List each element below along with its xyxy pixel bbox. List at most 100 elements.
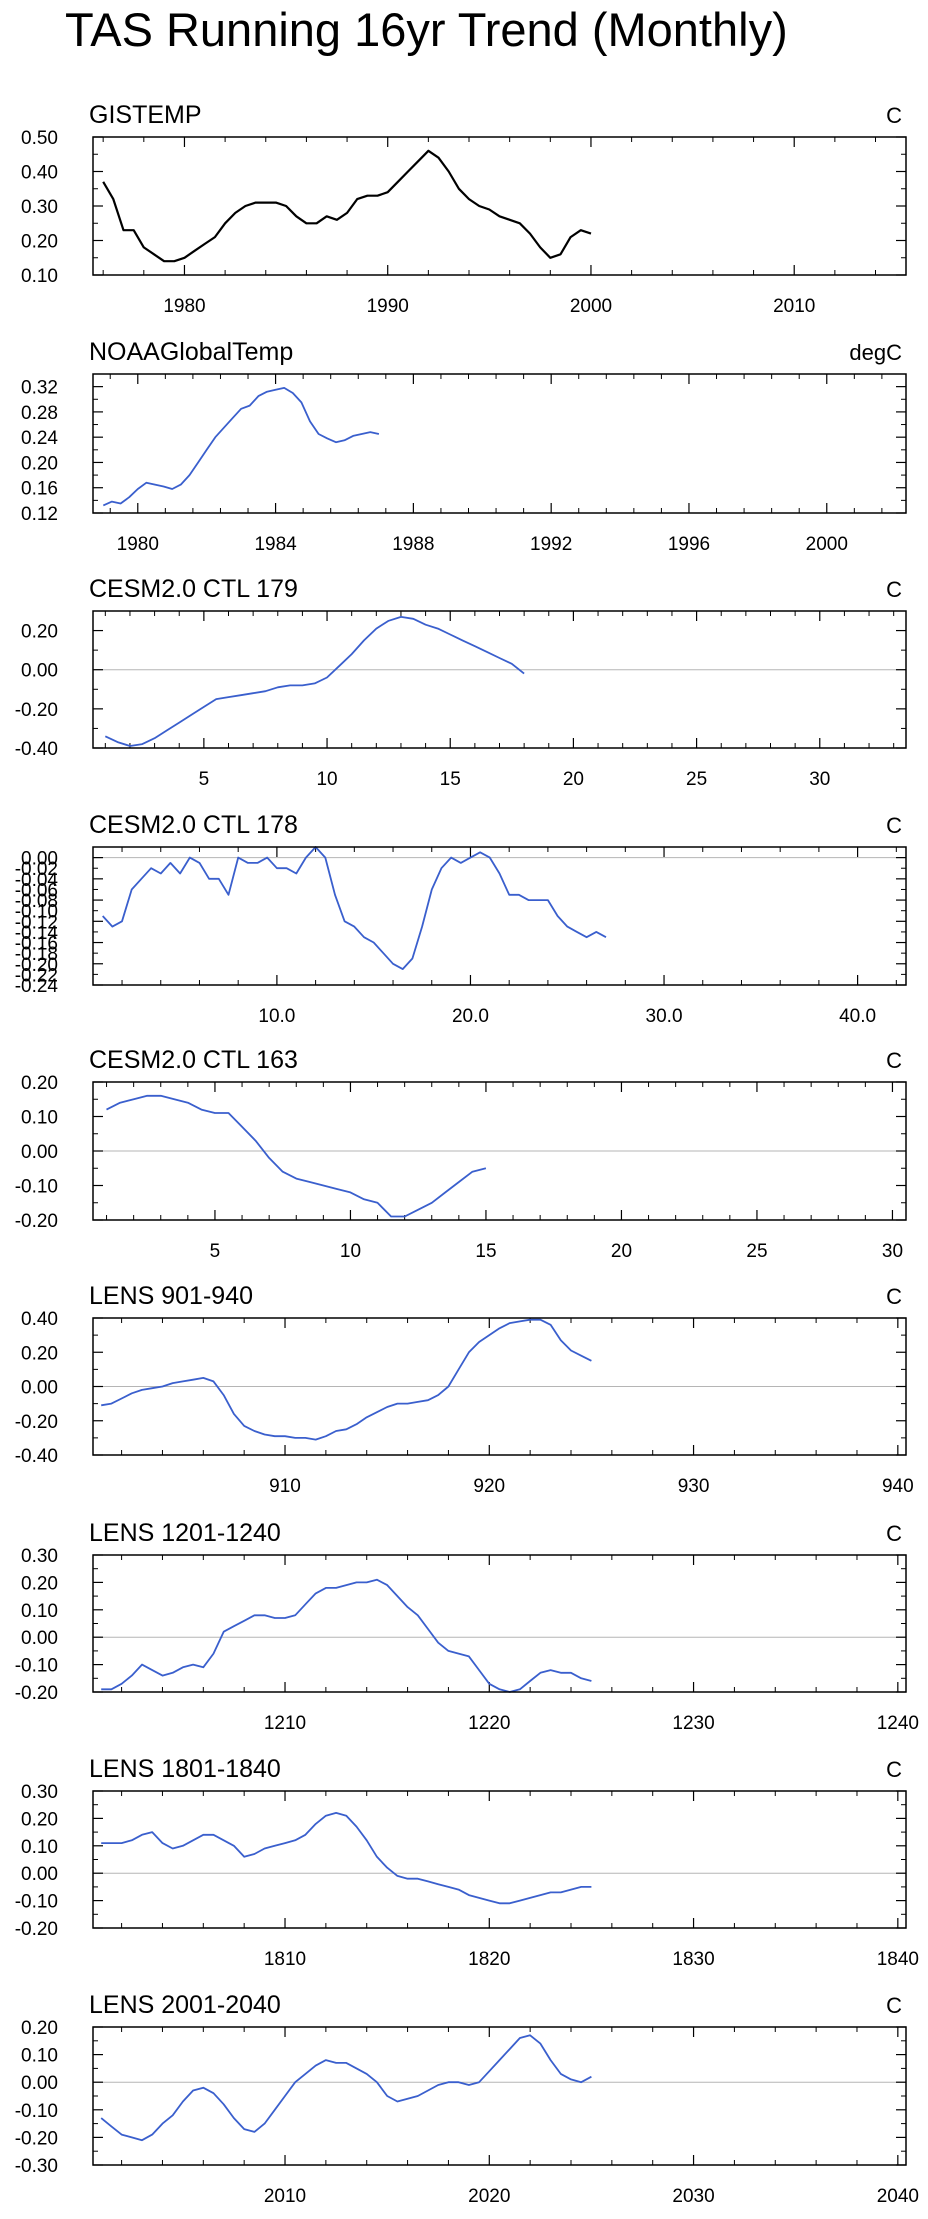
plot-frame bbox=[92, 846, 907, 986]
plot-frame bbox=[92, 1790, 907, 1929]
y-tick-label: 0.12 bbox=[21, 504, 58, 525]
x-tick-label: 940 bbox=[882, 1476, 914, 1497]
y-tick-label: -0.40 bbox=[15, 739, 58, 760]
x-tick-label: 1980 bbox=[163, 296, 205, 317]
y-tick-label: -0.40 bbox=[15, 1446, 58, 1467]
series-line bbox=[101, 1318, 592, 1441]
units-label: C bbox=[886, 1521, 902, 1546]
units-label: C bbox=[886, 577, 902, 602]
y-tick-label: 0.50 bbox=[21, 128, 58, 149]
x-tick-label: 1984 bbox=[254, 534, 297, 555]
series-line bbox=[101, 1812, 592, 1905]
units-label: C bbox=[886, 1048, 902, 1073]
plot-frame bbox=[92, 136, 907, 276]
y-tick-label: 0.20 bbox=[21, 1809, 58, 1830]
y-tick-label: -0.22 bbox=[15, 965, 58, 986]
x-tick-label: 1210 bbox=[264, 1713, 306, 1734]
y-tick-label: 0.20 bbox=[21, 622, 58, 643]
chart-panel-2: NOAAGlobalTemp degC 1980 1984 1988 1992 1996 20… bbox=[21, 338, 907, 555]
x-tick-label: 25 bbox=[746, 1241, 767, 1262]
y-tick-label: -0.08 bbox=[15, 891, 58, 912]
plot-frame bbox=[92, 1081, 907, 1221]
x-tick-label: 2000 bbox=[570, 296, 612, 317]
panel-title: CESM2.0 CTL 178 bbox=[89, 811, 298, 839]
series-line bbox=[102, 846, 607, 970]
x-tick-label: 2000 bbox=[806, 534, 848, 555]
series-line bbox=[101, 1578, 592, 1693]
panel-title: CESM2.0 CTL 179 bbox=[89, 575, 298, 603]
y-tick-label: -0.20 bbox=[15, 1683, 58, 1704]
y-tick-label: 0.00 bbox=[21, 661, 58, 682]
x-tick-label: 2020 bbox=[468, 2186, 510, 2207]
x-tick-label: 40.0 bbox=[839, 1006, 876, 1027]
y-tick-label: -0.10 bbox=[15, 902, 58, 923]
x-tick-label: 920 bbox=[473, 1476, 505, 1497]
x-tick-label: 15 bbox=[440, 769, 461, 790]
y-tick-label: 0.24 bbox=[21, 428, 58, 449]
y-tick-label: -0.10 bbox=[15, 2101, 58, 2122]
y-tick-label: 0.40 bbox=[21, 163, 58, 184]
chart-panel-3: CESM2.0 CTL 179 C 5 10 15 20 25 30 -0.40 -0.20 0.0… bbox=[15, 575, 907, 790]
y-tick-label: -0.10 bbox=[15, 1656, 58, 1677]
x-tick-label: 5 bbox=[199, 769, 210, 790]
panel-title: NOAAGlobalTemp bbox=[89, 338, 293, 366]
units-label: C bbox=[886, 813, 902, 838]
chart-panel-6: LENS 901-940 C 910 920 930 940 -0.40 -0.20 0.00 0… bbox=[15, 1282, 914, 1497]
chart-panel-1: GISTEMP C 1980 1990 2000 2010 0.10 0.20 0.30 0.40… bbox=[21, 101, 907, 317]
panel-title: LENS 1801-1840 bbox=[89, 1755, 281, 1783]
y-tick-label: 0.00 bbox=[21, 1378, 58, 1399]
y-tick-label: -0.20 bbox=[15, 1919, 58, 1940]
y-tick-label: 0.20 bbox=[21, 1343, 58, 1364]
y-tick-label: 0.00 bbox=[21, 1864, 58, 1885]
y-tick-label: 0.30 bbox=[21, 1782, 58, 1803]
y-tick-label: -0.20 bbox=[15, 700, 58, 721]
series-line bbox=[100, 2034, 592, 2142]
x-tick-label: 20 bbox=[563, 769, 584, 790]
x-tick-label: 1810 bbox=[264, 1949, 306, 1970]
y-tick-label: -0.20 bbox=[15, 955, 58, 976]
y-tick-label: 0.28 bbox=[21, 403, 58, 424]
y-tick-label: 0.10 bbox=[21, 2046, 58, 2067]
x-tick-label: 1992 bbox=[530, 534, 572, 555]
y-tick-label: -0.02 bbox=[15, 859, 58, 880]
series-line bbox=[104, 616, 525, 747]
series-line bbox=[102, 149, 592, 263]
x-tick-label: 1990 bbox=[367, 296, 409, 317]
units-label: C bbox=[886, 1757, 902, 1782]
x-tick-label: 30.0 bbox=[646, 1006, 683, 1027]
x-tick-label: 20.0 bbox=[452, 1006, 489, 1027]
units-label: C bbox=[886, 1284, 902, 1309]
x-tick-label: 1996 bbox=[668, 534, 710, 555]
y-tick-label: -0.06 bbox=[15, 880, 58, 901]
chart-panel-9: LENS 2001-2040 C 2010 2020 2030 2040 -0.30 -0.2… bbox=[15, 1991, 919, 2207]
chart-panel-4: CESM2.0 CTL 178 C10.0 20.0 30.0 40.0-0.24-0.… bbox=[15, 811, 907, 1027]
x-tick-label: 1840 bbox=[877, 1949, 919, 1970]
x-tick-label: 1820 bbox=[468, 1949, 510, 1970]
y-tick-label: 0.00 bbox=[21, 1142, 58, 1163]
y-tick-label: -0.04 bbox=[15, 870, 59, 891]
y-tick-label: 0.00 bbox=[21, 2073, 58, 2094]
y-tick-label: 0.20 bbox=[21, 453, 58, 474]
y-tick-label: -0.20 bbox=[15, 2128, 58, 2149]
units-label: C bbox=[886, 1993, 902, 2018]
plot-frame bbox=[92, 1317, 907, 1456]
x-tick-label: 2030 bbox=[672, 2186, 714, 2207]
x-tick-label: 25 bbox=[686, 769, 707, 790]
y-tick-label: -0.20 bbox=[15, 1211, 58, 1232]
x-tick-label: 2040 bbox=[877, 2186, 919, 2207]
x-tick-label: 930 bbox=[678, 1476, 710, 1497]
x-tick-label: 10 bbox=[316, 769, 337, 790]
y-tick-label: -0.24 bbox=[15, 976, 59, 997]
y-tick-label: 0.20 bbox=[21, 2018, 58, 2039]
panel-title: LENS 2001-2040 bbox=[89, 1991, 281, 2019]
series-line bbox=[102, 386, 380, 507]
y-tick-label: -0.10 bbox=[15, 1177, 58, 1198]
chart-panel-8: LENS 1801-1840 C 1810 1820 1830 1840 -0.20 -0.1… bbox=[15, 1755, 919, 1970]
panel-title: CESM2.0 CTL 163 bbox=[89, 1046, 298, 1074]
plot-frame bbox=[92, 1554, 907, 1693]
y-tick-label: 0.10 bbox=[21, 1601, 58, 1622]
y-tick-label: 0.00 bbox=[21, 849, 58, 870]
y-tick-label: -0.16 bbox=[15, 934, 58, 955]
x-tick-label: 1240 bbox=[877, 1713, 919, 1734]
